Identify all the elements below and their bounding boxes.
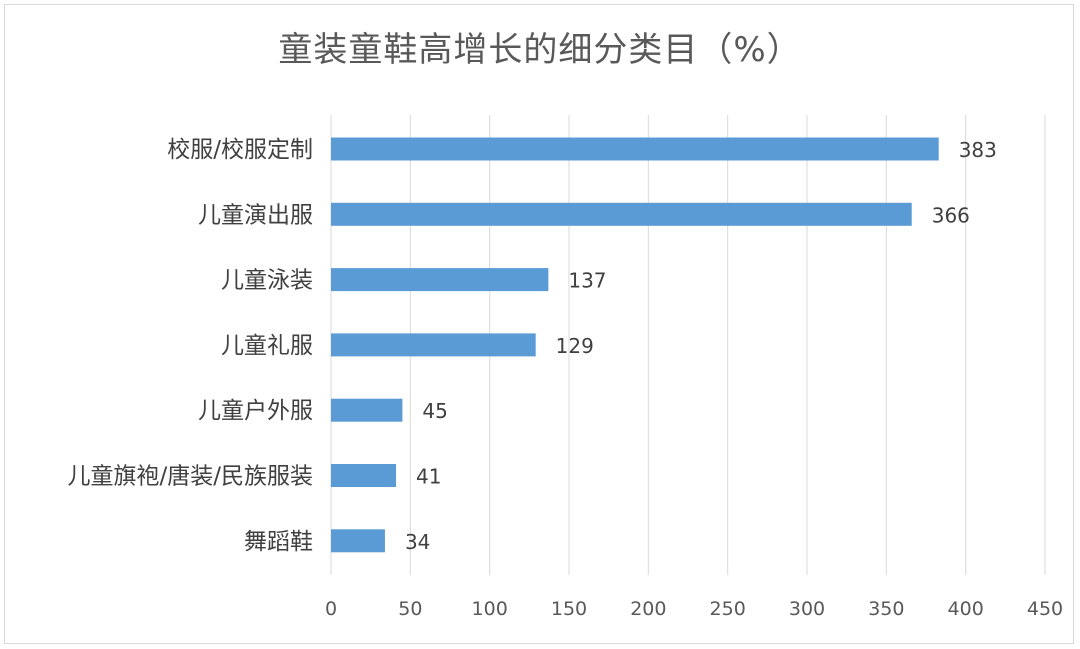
category-label: 舞蹈鞋: [244, 529, 313, 555]
bar: [331, 137, 939, 161]
x-tick-label: 100: [472, 598, 508, 620]
chart-frame: [4, 4, 1074, 644]
x-tick-label: 400: [948, 598, 984, 620]
x-tick-label: 350: [868, 598, 904, 620]
category-label: 校服/校服定制: [167, 137, 313, 163]
x-tick-label: 200: [630, 598, 666, 620]
category-label: 儿童旗袍/唐装/民族服装: [68, 464, 314, 490]
bar: [331, 398, 403, 422]
category-label: 儿童户外服: [198, 398, 313, 424]
x-tick-label: 300: [789, 598, 825, 620]
data-label: 45: [422, 399, 447, 423]
x-tick-label: 50: [398, 598, 422, 620]
data-label: 129: [556, 334, 594, 358]
category-label: 儿童泳装: [221, 268, 313, 294]
x-tick-label: 150: [551, 598, 587, 620]
bar: [331, 268, 549, 292]
bar: [331, 529, 385, 553]
category-label: 儿童演出服: [198, 202, 313, 228]
x-tick-label: 250: [710, 598, 746, 620]
x-tick-label: 0: [325, 598, 337, 620]
bar: [331, 464, 397, 487]
bar: [331, 202, 912, 226]
data-label: 383: [959, 138, 997, 162]
data-label: 34: [405, 530, 430, 554]
chart-title: 童装童鞋高增长的细分类目（%）: [278, 30, 802, 70]
x-tick-label: 450: [1027, 598, 1063, 620]
data-label: 137: [568, 269, 606, 293]
data-label: 41: [416, 465, 441, 489]
category-label: 儿童礼服: [221, 333, 313, 359]
bar: [331, 333, 536, 357]
data-label: 366: [932, 203, 970, 227]
